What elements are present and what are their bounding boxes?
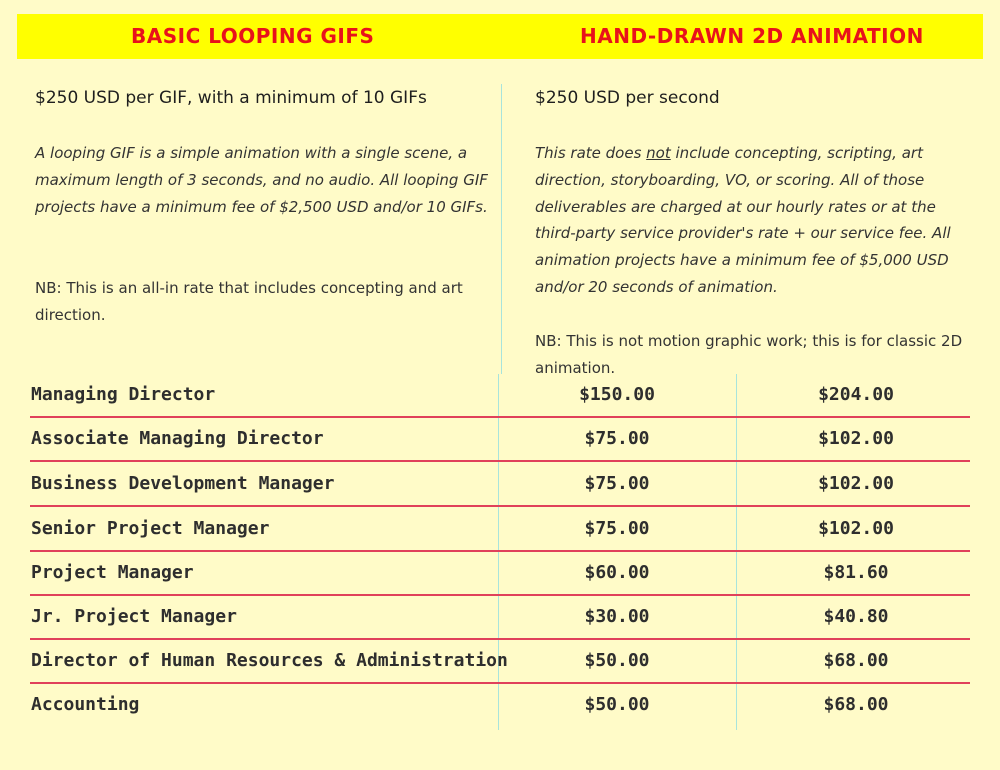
rate-value: $204.00 bbox=[818, 384, 894, 405]
gif-price-heading: $250 USD per GIF, with a minimum of 10 G… bbox=[35, 88, 427, 108]
rate-value: $102.00 bbox=[818, 473, 894, 494]
animation-description-post: include concepting, scripting, art direc… bbox=[535, 144, 951, 296]
table-divider bbox=[736, 374, 737, 730]
role-name: Business Development Manager bbox=[31, 473, 335, 494]
table-row: Managing Director $150.00 $204.00 bbox=[30, 374, 970, 418]
basic-looping-gifs-title: BASIC LOOPING GIFS bbox=[131, 24, 375, 48]
rate-value: $75.00 bbox=[584, 473, 650, 494]
rate-value: $102.00 bbox=[818, 518, 894, 539]
rate-value: $50.00 bbox=[584, 650, 650, 671]
rate-value: $40.80 bbox=[823, 606, 889, 627]
rate-value: $75.00 bbox=[584, 518, 650, 539]
role-name: Accounting bbox=[31, 694, 140, 715]
row-separator bbox=[30, 416, 970, 418]
table-row: Senior Project Manager $75.00 $102.00 bbox=[30, 508, 970, 552]
header-band bbox=[17, 14, 983, 59]
role-name: Director of Human Resources & Administra… bbox=[31, 650, 508, 671]
table-row: Project Manager $60.00 $81.60 bbox=[30, 552, 970, 596]
rate-value: $68.00 bbox=[823, 650, 889, 671]
hourly-rates-table: Managing Director $150.00 $204.00 Associ… bbox=[30, 374, 970, 730]
hand-drawn-animation-title: HAND-DRAWN 2D ANIMATION bbox=[580, 24, 924, 48]
row-separator bbox=[30, 638, 970, 640]
animation-description-pre: This rate does bbox=[535, 144, 647, 162]
rate-value: $150.00 bbox=[579, 384, 655, 405]
table-row: Director of Human Resources & Administra… bbox=[30, 640, 970, 684]
table-divider bbox=[498, 374, 499, 730]
column-divider bbox=[501, 84, 502, 374]
role-name: Project Manager bbox=[31, 562, 194, 583]
rate-value: $30.00 bbox=[584, 606, 650, 627]
role-name: Associate Managing Director bbox=[31, 428, 324, 449]
row-separator bbox=[30, 505, 970, 507]
rate-value: $50.00 bbox=[584, 694, 650, 715]
animation-price-heading: $250 USD per second bbox=[535, 88, 720, 108]
rate-value: $75.00 bbox=[584, 428, 650, 449]
row-separator bbox=[30, 594, 970, 596]
gif-note: NB: This is an all-in rate that includes… bbox=[35, 279, 463, 324]
rate-value: $81.60 bbox=[823, 562, 889, 583]
table-row: Accounting $50.00 $68.00 bbox=[30, 684, 970, 728]
row-separator bbox=[30, 460, 970, 462]
animation-description-emphasis: not bbox=[646, 144, 671, 162]
role-name: Senior Project Manager bbox=[31, 518, 270, 539]
rate-value: $102.00 bbox=[818, 428, 894, 449]
table-row: Business Development Manager $75.00 $102… bbox=[30, 463, 970, 507]
animation-note: NB: This is not motion graphic work; thi… bbox=[535, 332, 963, 374]
table-row: Jr. Project Manager $30.00 $40.80 bbox=[30, 596, 970, 640]
rate-value: $60.00 bbox=[584, 562, 650, 583]
gif-description: A looping GIF is a simple animation with… bbox=[35, 144, 488, 216]
row-separator bbox=[30, 550, 970, 552]
table-row: Associate Managing Director $75.00 $102.… bbox=[30, 418, 970, 462]
role-name: Managing Director bbox=[31, 384, 216, 405]
row-separator bbox=[30, 682, 970, 684]
animation-description: This rate does not include concepting, s… bbox=[535, 140, 980, 301]
rate-value: $68.00 bbox=[823, 694, 889, 715]
role-name: Jr. Project Manager bbox=[31, 606, 237, 627]
